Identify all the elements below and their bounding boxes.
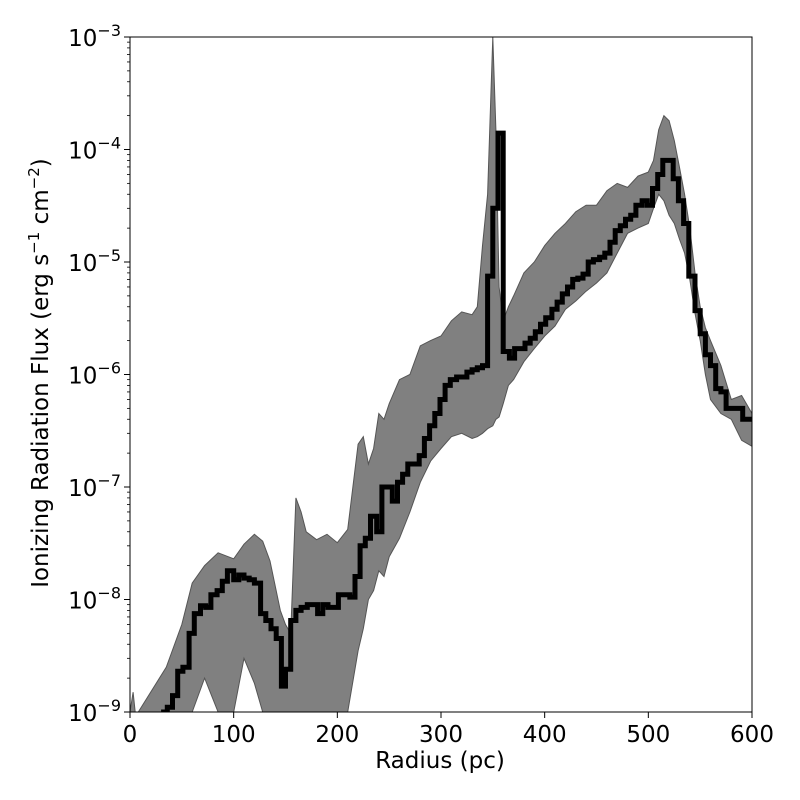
y-label-main: Ionizing Radiation Flux (erg s — [28, 254, 54, 588]
y-label-mid: cm — [28, 189, 54, 231]
x-tick-label: 300 — [419, 722, 463, 748]
x-tick-label: 200 — [315, 722, 359, 748]
x-axis-label: Radius (pc) — [375, 748, 505, 774]
x-tick-label: 600 — [730, 722, 774, 748]
y-tick-label: 10−9 — [68, 696, 121, 727]
flux-step-line — [161, 130, 752, 712]
y-axis-label: Ionizing Radiation Flux (erg s−1 cm−2) — [25, 158, 54, 588]
plot-content — [130, 37, 752, 712]
y-tick-label: 10−7 — [68, 471, 121, 502]
uncertainty-band — [130, 37, 752, 712]
y-tick-label: 10−3 — [68, 21, 121, 52]
y-label-exp1: −1 — [25, 232, 43, 254]
y-tick-label: 10−8 — [68, 584, 121, 615]
x-tick-label: 0 — [123, 722, 138, 748]
y-tick-label: 10−5 — [68, 246, 121, 277]
y-tick-label: 10−4 — [68, 134, 121, 165]
x-tick-label: 500 — [626, 722, 670, 748]
y-label-end: ) — [28, 158, 54, 167]
axes: 0 100 200 300 400 500 600 10−9 10−8 10−7 10−6 10−5 1… — [68, 21, 774, 748]
x-tick-label: 400 — [523, 722, 567, 748]
x-tick-label: 100 — [212, 722, 256, 748]
y-label-exp2: −2 — [25, 167, 43, 189]
y-tick-label: 10−6 — [68, 359, 121, 390]
plot-area — [130, 37, 752, 712]
